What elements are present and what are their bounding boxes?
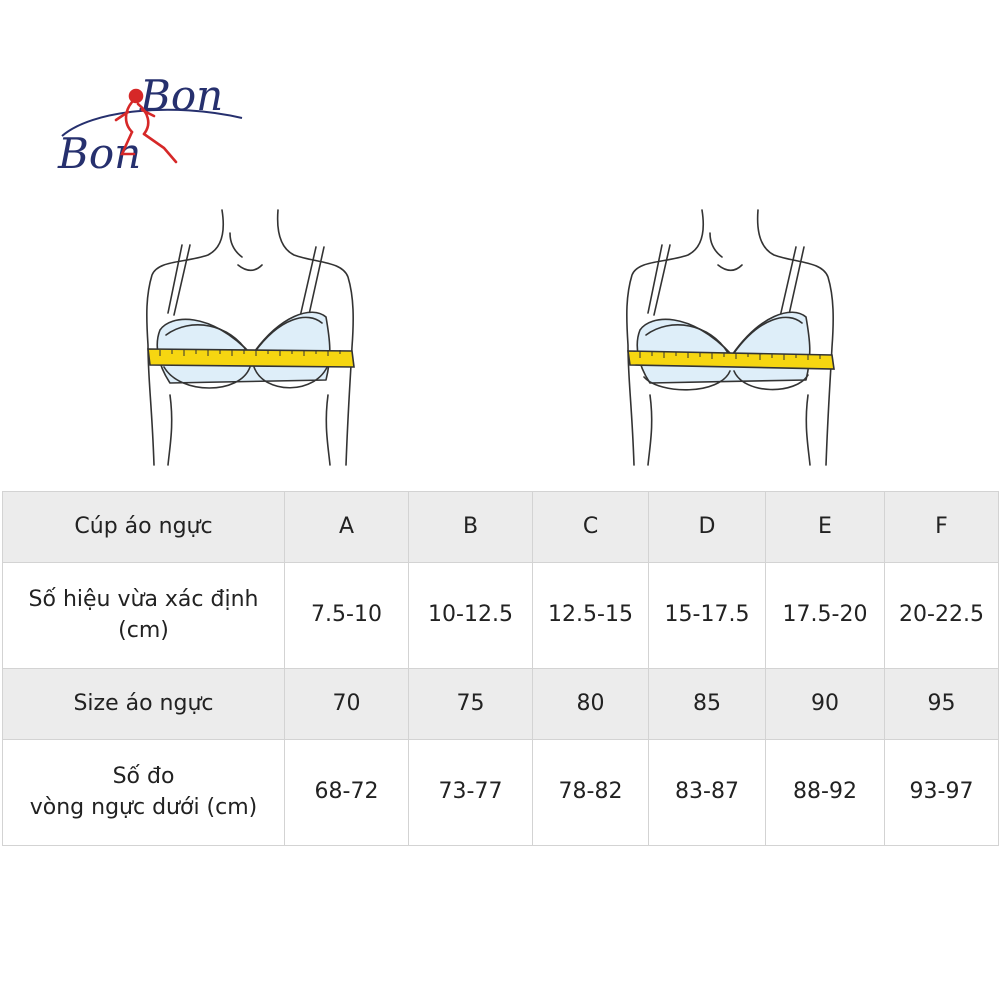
table-cell: 73-77 bbox=[408, 739, 533, 846]
table-cell: 20-22.5 bbox=[884, 562, 999, 669]
row-header-underbust: Số đo vòng ngực dưới (cm) bbox=[2, 739, 285, 846]
table-cell: C bbox=[532, 491, 649, 563]
table-row-underbust: Số đo vòng ngực dưới (cm) 68-72 73-77 78… bbox=[2, 739, 999, 846]
table-cell: E bbox=[765, 491, 885, 563]
table-cell: 17.5-20 bbox=[765, 562, 885, 669]
table-cell: 68-72 bbox=[284, 739, 409, 846]
table-cell: A bbox=[284, 491, 409, 563]
table-cell: D bbox=[648, 491, 766, 563]
bust-illustration-left bbox=[146, 209, 355, 466]
table-cell: 85 bbox=[648, 668, 766, 740]
row-header-bra-size: Size áo ngực bbox=[2, 668, 285, 740]
table-cell: 75 bbox=[408, 668, 533, 740]
row-header-cup: Cúp áo ngực bbox=[2, 491, 285, 563]
logo-figure-icon bbox=[114, 88, 178, 164]
table-cell: 12.5-15 bbox=[532, 562, 649, 669]
table-cell: 83-87 bbox=[648, 739, 766, 846]
table-cell: 78-82 bbox=[532, 739, 649, 846]
table-cell: 7.5-10 bbox=[284, 562, 409, 669]
bust-measuring-tape-icon bbox=[146, 209, 354, 466]
row-header-fit-number: Số hiệu vừa xác định (cm) bbox=[2, 562, 285, 669]
bust-measuring-tape-icon bbox=[626, 209, 834, 466]
table-cell: 70 bbox=[284, 668, 409, 740]
table-cell: 90 bbox=[765, 668, 885, 740]
brand-logo: Bon Bon bbox=[57, 71, 243, 178]
table-row-bra-size: Size áo ngực 70 75 80 85 90 95 bbox=[2, 668, 999, 740]
table-row-cup: Cúp áo ngực A B C D E F bbox=[2, 491, 999, 563]
table-cell: 88-92 bbox=[765, 739, 885, 846]
table-cell: 95 bbox=[884, 668, 999, 740]
table-cell: 93-97 bbox=[884, 739, 999, 846]
measuring-tape bbox=[147, 348, 355, 368]
bra-size-table: Cúp áo ngực A B C D E F Số hiệu vừa xác … bbox=[2, 491, 999, 846]
bust-illustration-right bbox=[626, 209, 835, 466]
table-row-fit-number: Số hiệu vừa xác định (cm) 7.5-10 10-12.5… bbox=[2, 562, 999, 669]
table-cell: 80 bbox=[532, 668, 649, 740]
table-cell: 10-12.5 bbox=[408, 562, 533, 669]
table-cell: F bbox=[884, 491, 999, 563]
table-cell: B bbox=[408, 491, 533, 563]
measuring-tape bbox=[627, 350, 835, 370]
table-cell: 15-17.5 bbox=[648, 562, 766, 669]
